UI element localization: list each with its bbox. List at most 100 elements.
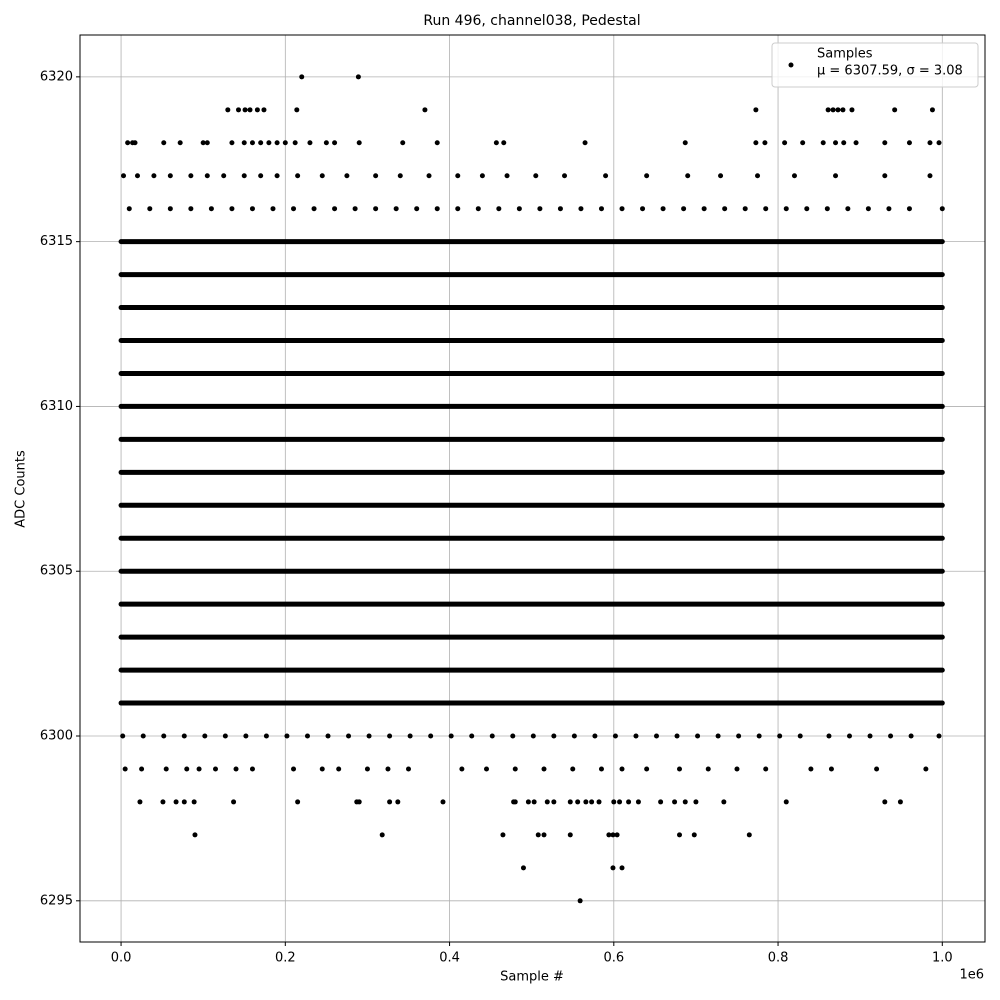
point: [284, 733, 290, 739]
point: [243, 733, 249, 739]
point: [231, 799, 237, 805]
point: [693, 799, 699, 805]
point: [718, 173, 724, 179]
point: [841, 140, 847, 146]
point: [557, 206, 563, 212]
point: [575, 799, 581, 805]
point: [366, 733, 372, 739]
point: [512, 766, 518, 772]
x-tick-label: 0.2: [275, 951, 296, 966]
point: [701, 206, 707, 212]
point: [578, 206, 584, 212]
point: [292, 140, 298, 146]
point: [137, 799, 143, 805]
point: [619, 865, 625, 871]
point: [570, 766, 576, 772]
x-tick-label: 0.8: [768, 951, 789, 966]
point: [791, 173, 797, 179]
point: [923, 766, 929, 772]
point: [544, 799, 550, 805]
point: [407, 733, 413, 739]
point: [658, 799, 664, 805]
point: [598, 206, 604, 212]
point: [191, 799, 197, 805]
x-offset-label: 1e6: [959, 968, 984, 983]
point: [783, 799, 789, 805]
point: [405, 766, 411, 772]
point: [184, 766, 190, 772]
point: [254, 107, 260, 113]
point: [319, 766, 325, 772]
point: [221, 173, 227, 179]
point: [247, 107, 253, 113]
point: [147, 206, 153, 212]
point: [241, 140, 247, 146]
point: [475, 206, 481, 212]
point: [455, 206, 461, 212]
point: [695, 733, 701, 739]
point: [428, 733, 434, 739]
point: [161, 733, 167, 739]
point: [835, 107, 841, 113]
point: [715, 733, 721, 739]
point: [379, 832, 385, 838]
point: [291, 206, 297, 212]
point: [393, 206, 399, 212]
point: [721, 799, 727, 805]
point: [541, 832, 547, 838]
point: [531, 799, 537, 805]
point: [635, 799, 641, 805]
point: [927, 140, 933, 146]
point: [233, 766, 239, 772]
point: [397, 173, 403, 179]
point: [598, 766, 604, 772]
point: [596, 799, 602, 805]
point: [122, 766, 128, 772]
point: [126, 206, 132, 212]
point: [426, 173, 432, 179]
point: [249, 766, 255, 772]
point: [274, 140, 280, 146]
point: [906, 140, 912, 146]
point: [777, 733, 783, 739]
point: [200, 140, 206, 146]
point: [753, 140, 759, 146]
point: [644, 173, 650, 179]
point: [845, 206, 851, 212]
series-points: [118, 74, 945, 904]
point: [229, 206, 235, 212]
x-tick-label: 0.0: [111, 951, 132, 966]
point: [258, 140, 264, 146]
point: [249, 206, 255, 212]
point: [387, 799, 393, 805]
point: [571, 733, 577, 739]
point: [434, 206, 440, 212]
point: [677, 832, 683, 838]
point: [356, 799, 362, 805]
point: [830, 107, 836, 113]
point: [434, 140, 440, 146]
point: [500, 832, 506, 838]
point: [484, 766, 490, 772]
point: [294, 107, 300, 113]
point: [161, 140, 167, 146]
point: [125, 140, 131, 146]
point: [530, 733, 536, 739]
point: [603, 173, 609, 179]
point: [551, 799, 557, 805]
point: [173, 799, 179, 805]
point: [181, 733, 187, 739]
point: [633, 733, 639, 739]
point: [520, 865, 526, 871]
point: [682, 140, 688, 146]
point: [501, 140, 507, 146]
point: [120, 733, 126, 739]
point: [448, 733, 454, 739]
point: [242, 107, 248, 113]
point: [783, 206, 789, 212]
point: [551, 733, 557, 739]
y-tick-label: 6305: [40, 564, 73, 579]
y-tick-label: 6300: [40, 729, 73, 744]
point: [567, 832, 573, 838]
point: [167, 206, 173, 212]
